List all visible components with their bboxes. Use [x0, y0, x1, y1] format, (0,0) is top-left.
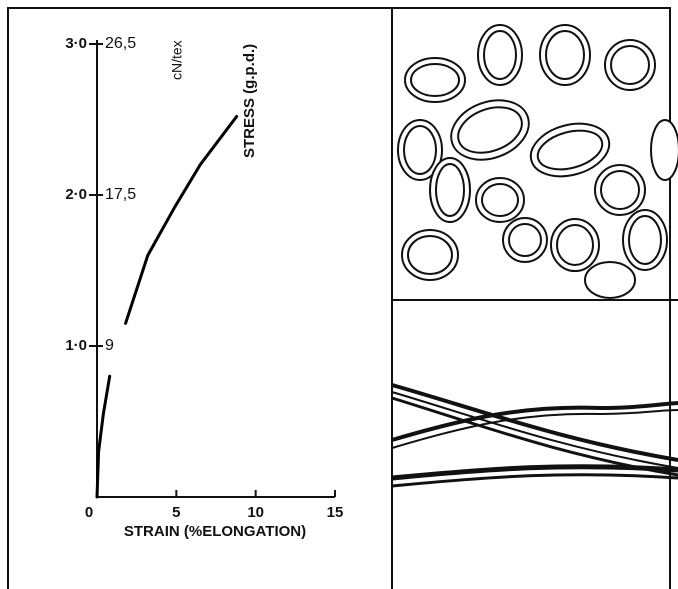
- fiber-drawing: [391, 383, 678, 488]
- y-tick-label: 1·0: [65, 337, 87, 354]
- x-tick-label: 15: [327, 504, 344, 521]
- y-tick-label: 3·0: [65, 35, 87, 52]
- y2-tick-label: 17,5: [105, 186, 136, 203]
- y2-tick-label: 26,5: [105, 35, 136, 52]
- y-axis-title: STRESS (g.p.d.): [241, 44, 258, 158]
- line: [95, 114, 239, 499]
- x-tick-label: 10: [247, 504, 264, 521]
- y2-tick-label: 9: [105, 337, 114, 354]
- x-tick-label: 0: [85, 504, 93, 521]
- y2-axis-title: cN/tex: [169, 40, 185, 80]
- frame: [7, 7, 671, 589]
- cross-section-drawing: [397, 24, 678, 299]
- x-tick-label: 5: [172, 504, 180, 521]
- y-tick-label: 2·0: [65, 186, 87, 203]
- x-axis-title: STRAIN (%ELONGATION): [124, 523, 306, 540]
